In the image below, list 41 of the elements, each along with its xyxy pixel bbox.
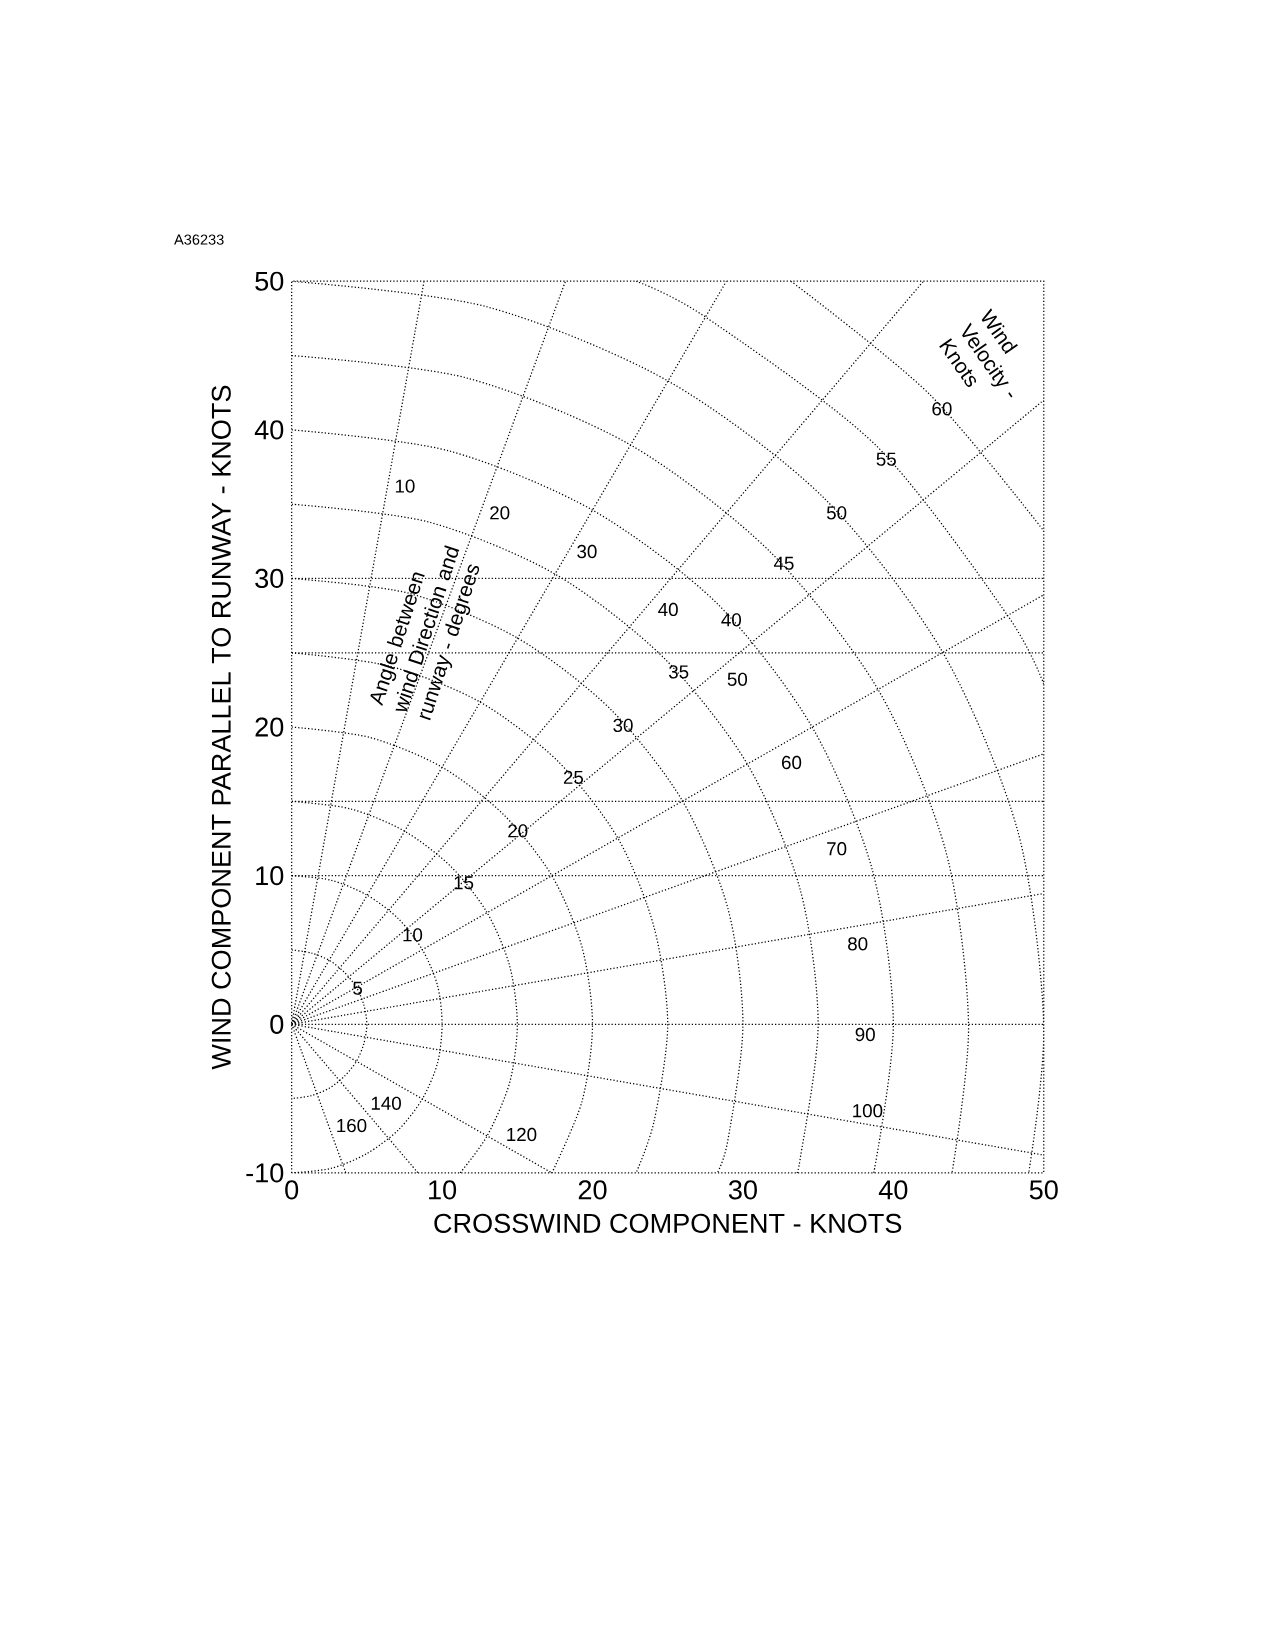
y-tick-label: 0 (270, 1014, 284, 1034)
annotation: 60 (932, 402, 952, 416)
y-tick-label: 50 (255, 271, 284, 291)
x-tick-label: 40 (878, 1180, 908, 1200)
annotation: 10 (395, 479, 415, 493)
annotation: 15 (454, 876, 474, 890)
annotation: 160 (337, 1118, 367, 1133)
annotation: 120 (507, 1127, 537, 1142)
annotation: 20 (490, 506, 510, 520)
annotation: 45 (773, 556, 794, 570)
y-tick-label: 10 (256, 866, 284, 886)
x-tick-label: 0 (285, 1180, 299, 1200)
annotation: 100 (853, 1104, 883, 1118)
annotation: 50 (727, 672, 748, 686)
annotation: 30 (613, 718, 633, 733)
annotation: 80 (848, 937, 868, 951)
y-tick-label: 30 (255, 568, 284, 589)
annotation: 90 (855, 1027, 875, 1042)
annotation: 50 (826, 506, 847, 520)
annotation: 10 (403, 928, 423, 942)
annotation: 20 (508, 824, 528, 838)
text: A36233 (174, 234, 224, 245)
annotation: 25 (563, 770, 584, 785)
y-tick-label: 40 (254, 420, 284, 440)
y-tick-label: 20 (255, 717, 284, 737)
x-tick-label: 30 (728, 1180, 757, 1200)
annotation: 5 (353, 981, 363, 995)
annotation: 140 (371, 1096, 401, 1110)
annotation: 70 (827, 842, 847, 856)
y-axis-title: WIND COMPONENT PARALLEL TO RUNWAY - KNOTS (211, 385, 231, 1070)
annotation: 55 (876, 452, 896, 466)
annotation: 40 (721, 613, 742, 627)
annotation: 40 (658, 602, 678, 617)
x-tick-label: 50 (1029, 1180, 1058, 1200)
x-tick-label: 20 (578, 1180, 607, 1200)
annotation: 35 (668, 665, 689, 679)
y-tick-label: -10 (246, 1163, 284, 1183)
annotation: 30 (577, 544, 597, 559)
x-axis-title: CROSSWIND COMPONENT - KNOTS (434, 1213, 902, 1233)
x-tick-label: 10 (429, 1180, 457, 1200)
annotation: 60 (782, 755, 802, 770)
